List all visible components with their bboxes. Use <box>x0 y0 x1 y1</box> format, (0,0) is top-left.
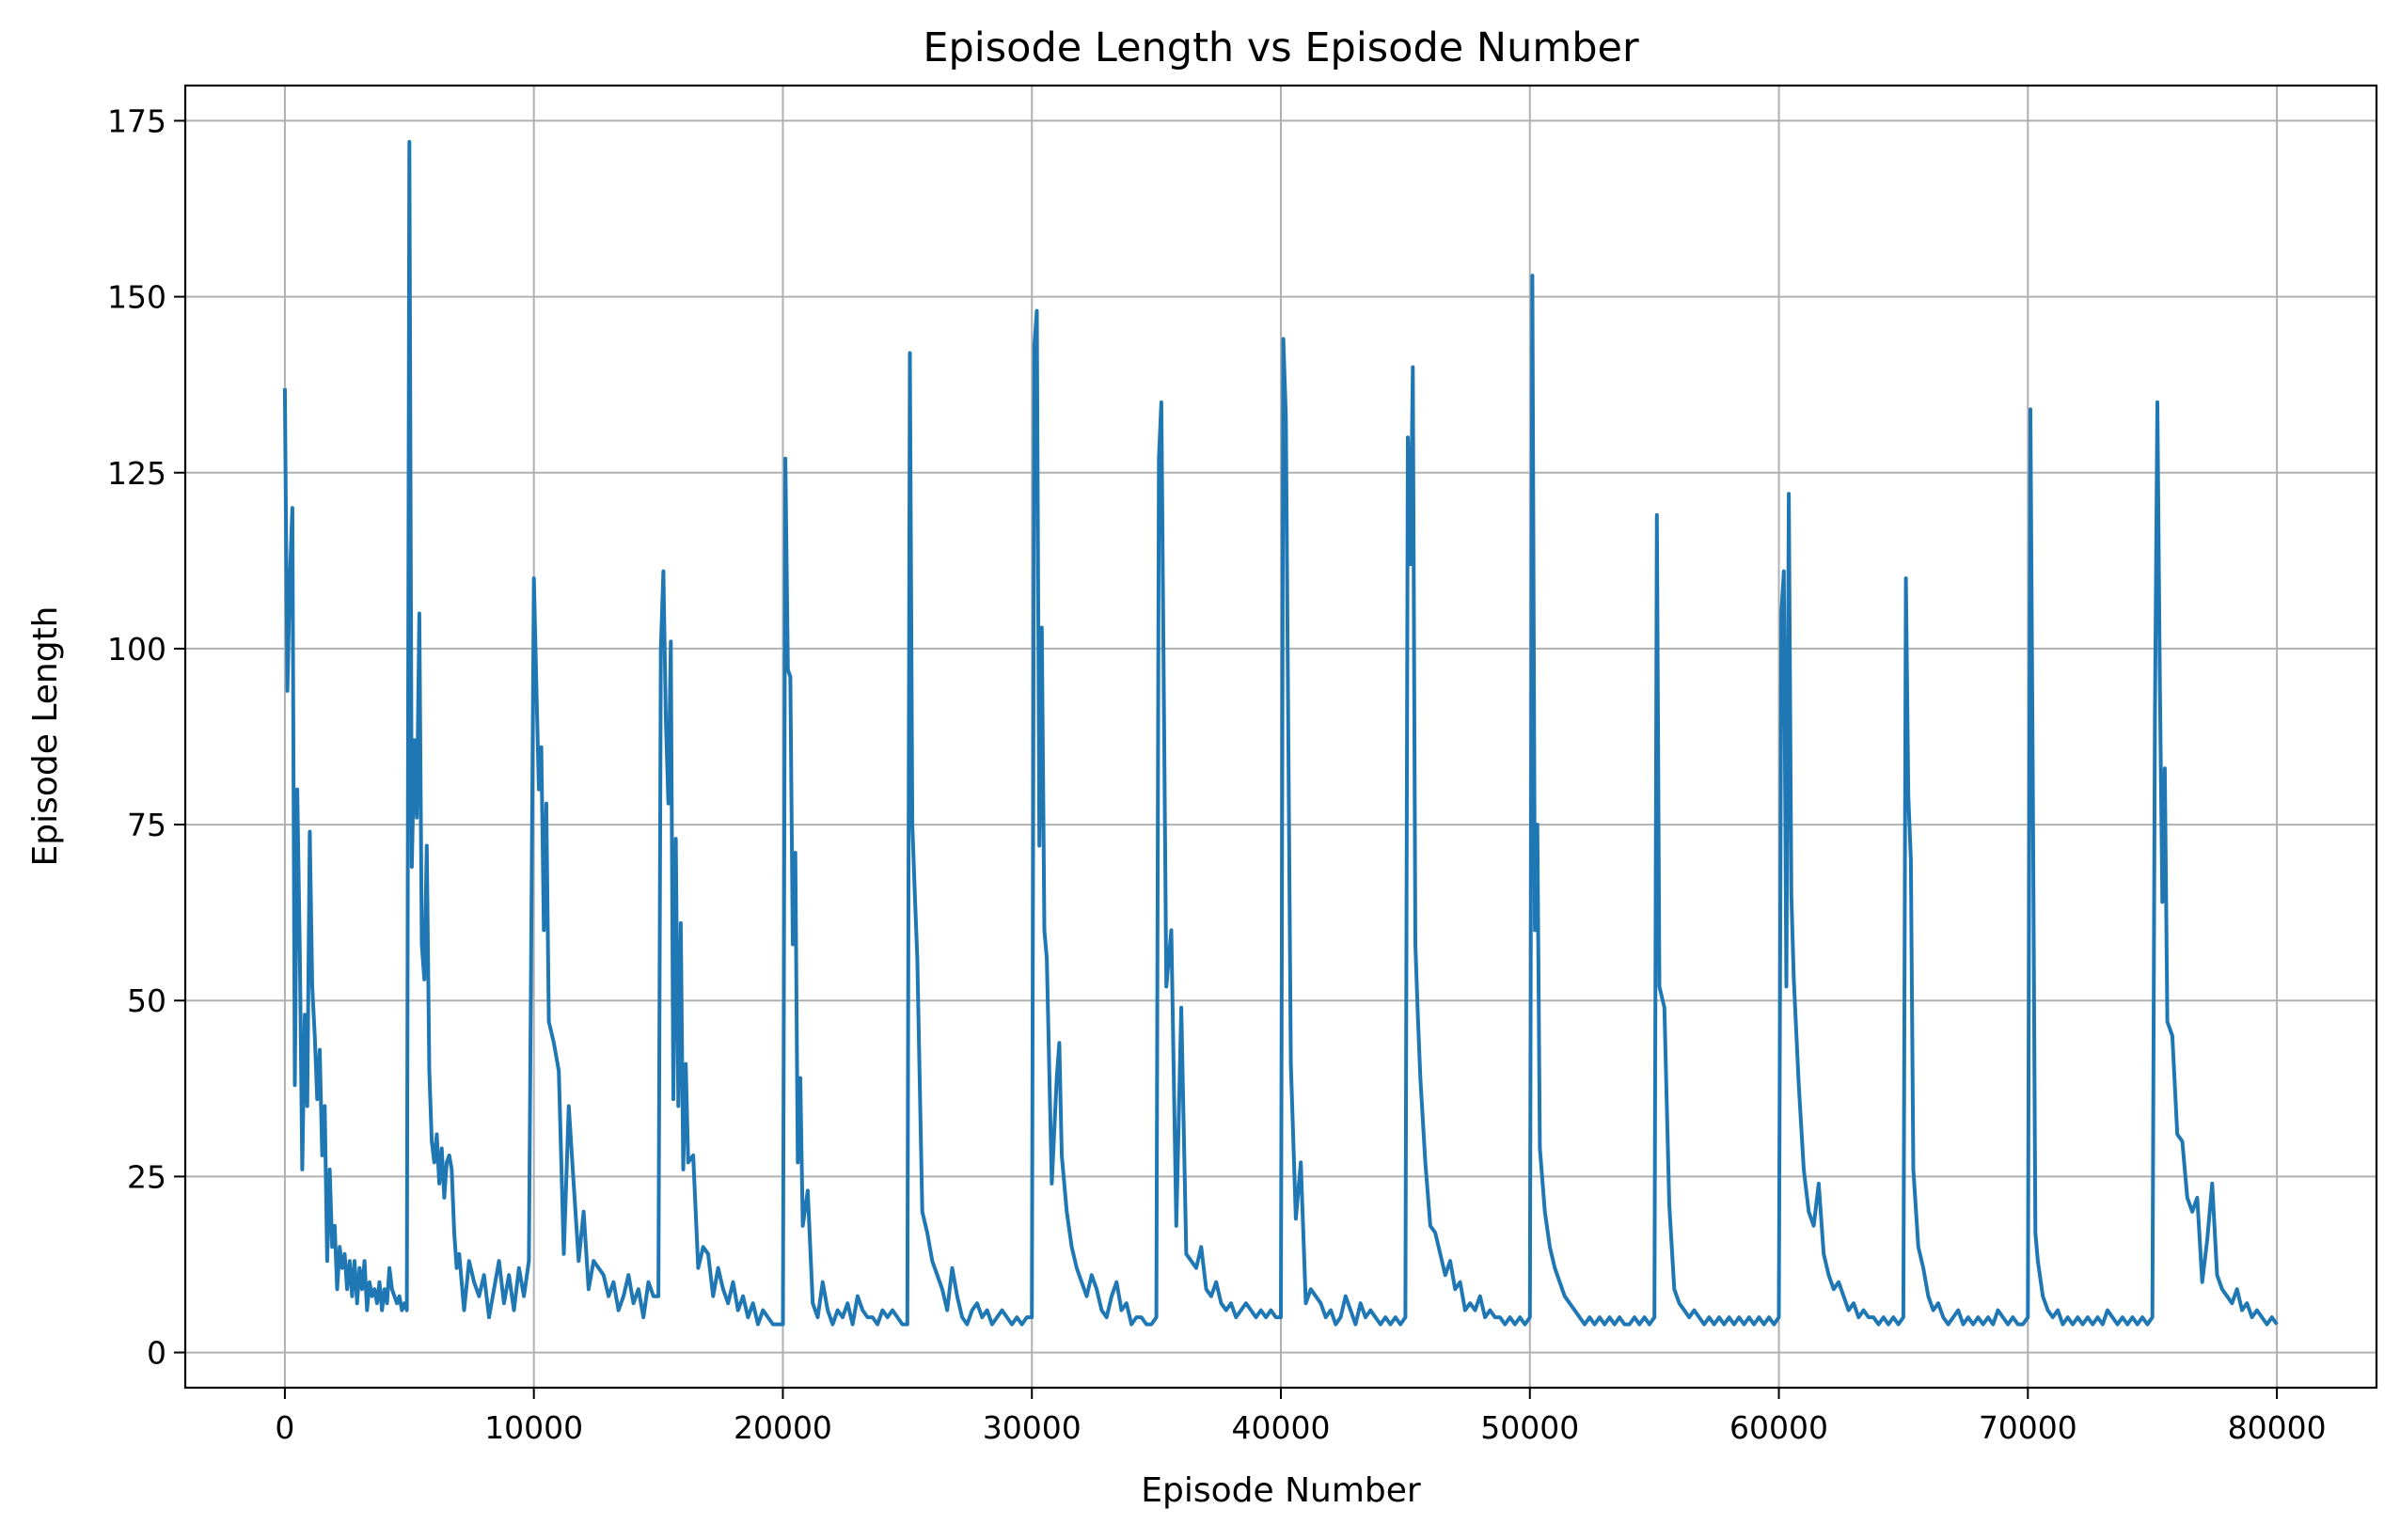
y-ticks: 0 25 50 75 100 125 150 175 <box>107 102 185 1372</box>
x-tick-label: 40000 <box>1232 1409 1331 1446</box>
x-tick-label: 50000 <box>1480 1409 1579 1446</box>
y-tick-label: 0 <box>147 1335 166 1372</box>
x-tick-label: 0 <box>275 1409 294 1446</box>
y-axis-label: Episode Length <box>26 606 65 867</box>
x-axis-label: Episode Number <box>1141 1471 1421 1510</box>
x-tick-label: 60000 <box>1729 1409 1828 1446</box>
x-tick-label: 20000 <box>734 1409 832 1446</box>
x-ticks: 0 10000 20000 30000 40000 50000 60000 70000 8000… <box>275 1388 2327 1446</box>
y-tick-label: 50 <box>127 982 166 1019</box>
x-tick-label: 30000 <box>983 1409 1082 1446</box>
x-tick-label: 70000 <box>1979 1409 2077 1446</box>
x-tick-label: 80000 <box>2228 1409 2327 1446</box>
series-line <box>282 139 2279 1327</box>
y-tick-label: 100 <box>107 631 166 668</box>
x-tick-label: 10000 <box>484 1409 583 1446</box>
y-tick-label: 75 <box>127 807 166 843</box>
chart-title: Episode Length vs Episode Number <box>923 24 1639 71</box>
y-tick-label: 175 <box>107 102 166 139</box>
y-tick-label: 125 <box>107 455 166 492</box>
y-tick-label: 150 <box>107 279 166 316</box>
y-tick-label: 25 <box>127 1158 166 1195</box>
